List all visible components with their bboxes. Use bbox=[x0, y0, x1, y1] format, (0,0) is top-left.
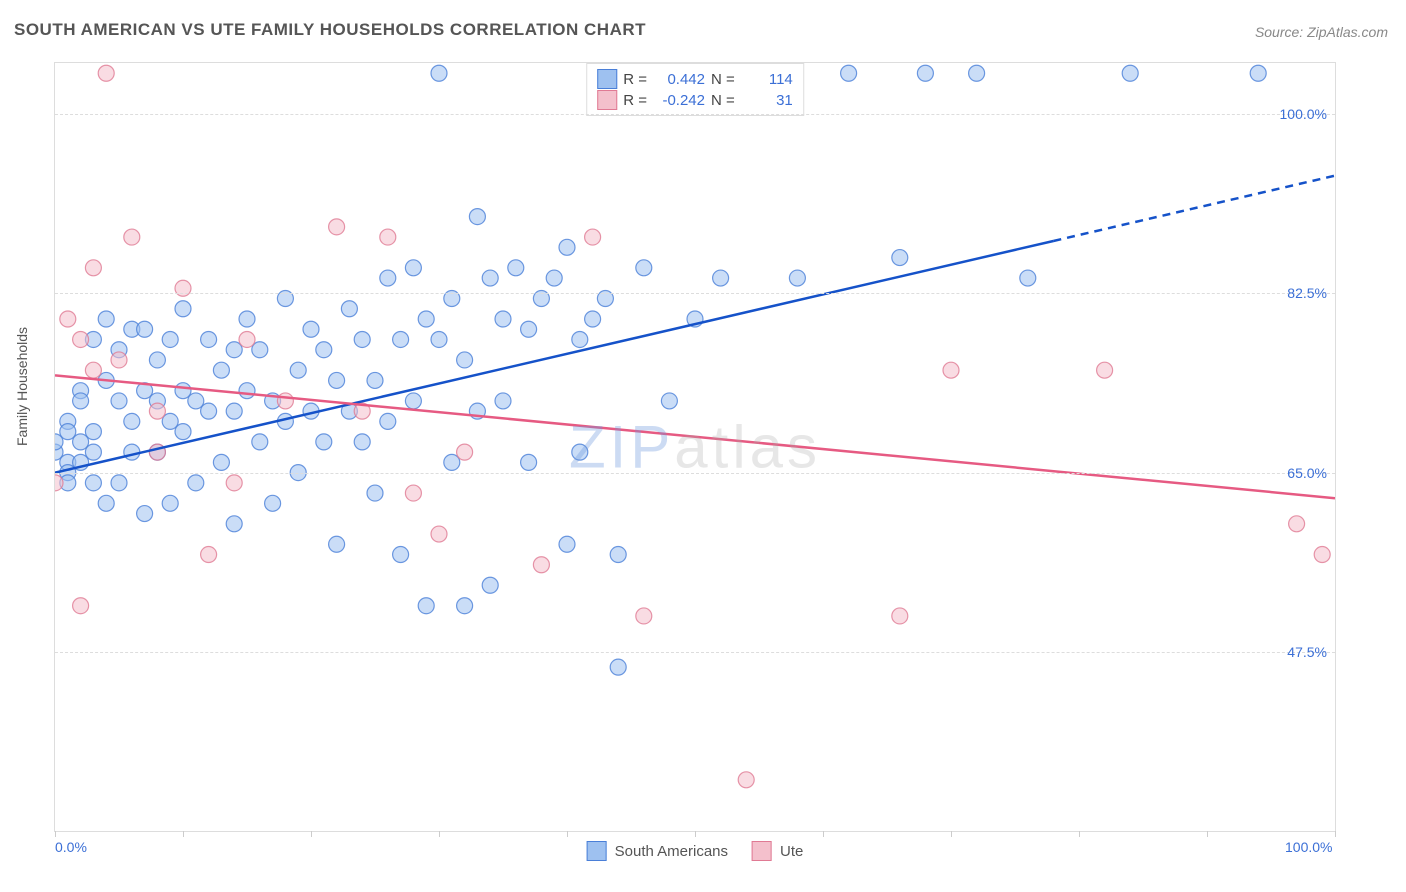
source-prefix: Source: bbox=[1255, 24, 1307, 40]
y-tick-label: 65.0% bbox=[1287, 465, 1327, 481]
legend-label-0: South Americans bbox=[615, 843, 728, 860]
source-name: ZipAtlas.com bbox=[1307, 24, 1388, 40]
chart-title: SOUTH AMERICAN VS UTE FAMILY HOUSEHOLDS … bbox=[14, 20, 646, 40]
x-tick-label: 0.0% bbox=[55, 839, 87, 855]
y-tick-label: 82.5% bbox=[1287, 285, 1327, 301]
x-tick-label: 100.0% bbox=[1285, 839, 1332, 855]
legend-series: South Americans Ute bbox=[587, 841, 804, 861]
legend-swatch-b0 bbox=[587, 841, 607, 861]
legend-item-1: Ute bbox=[752, 841, 803, 861]
y-tick-label: 47.5% bbox=[1287, 644, 1327, 660]
legend-stats: R = 0.442 N = 114 R = -0.242 N = 31 bbox=[586, 63, 804, 116]
r-value-0: 0.442 bbox=[653, 71, 705, 88]
source-label: Source: ZipAtlas.com bbox=[1255, 24, 1388, 40]
legend-swatch-1 bbox=[597, 90, 617, 110]
chart-svg bbox=[55, 63, 1335, 831]
legend-item-0: South Americans bbox=[587, 841, 728, 861]
legend-stats-row-0: R = 0.442 N = 114 bbox=[597, 69, 793, 89]
chart-container: SOUTH AMERICAN VS UTE FAMILY HOUSEHOLDS … bbox=[0, 0, 1406, 892]
legend-swatch-0 bbox=[597, 69, 617, 89]
r-value-1: -0.242 bbox=[653, 92, 705, 109]
n-value-0: 114 bbox=[741, 71, 793, 88]
y-axis-label: Family Households bbox=[14, 327, 30, 446]
r-label: R = bbox=[623, 92, 647, 109]
y-tick-label: 100.0% bbox=[1280, 106, 1327, 122]
r-label: R = bbox=[623, 71, 647, 88]
n-label: N = bbox=[711, 92, 735, 109]
n-label: N = bbox=[711, 71, 735, 88]
n-value-1: 31 bbox=[741, 92, 793, 109]
legend-stats-row-1: R = -0.242 N = 31 bbox=[597, 90, 793, 110]
legend-label-1: Ute bbox=[780, 843, 803, 860]
legend-swatch-b1 bbox=[752, 841, 772, 861]
plot-area: ZIPatlas R = 0.442 N = 114 R = -0.242 N … bbox=[54, 62, 1336, 832]
